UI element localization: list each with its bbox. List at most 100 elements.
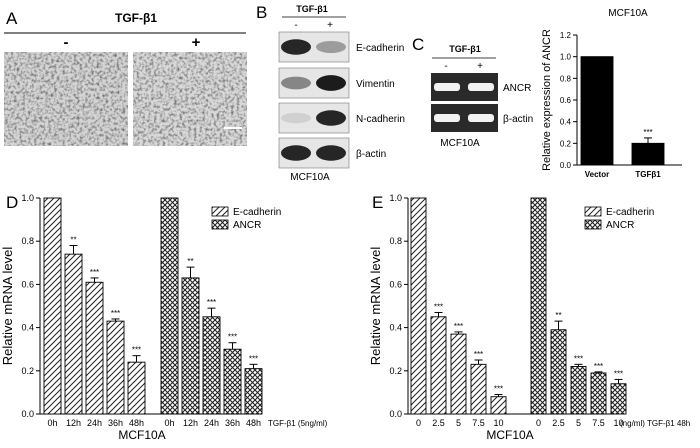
x-category-label: 0h — [164, 418, 174, 428]
x-category-label: 24h — [204, 418, 219, 428]
panel-b-caption: MCF10A — [290, 172, 330, 183]
legend-swatch — [211, 206, 229, 217]
treatment-note: (ng/ml) TGF-β1 48h — [620, 419, 690, 428]
significance-label: *** — [207, 298, 216, 307]
y-tick-label: 0.8 — [560, 74, 572, 83]
chart-time-course: D 0.0 0.2 0.4 0.6 0.8 1.0 Relative mRNA level 0h… — [0, 193, 328, 442]
bar — [43, 197, 62, 415]
y-tick-label: 1.0 — [560, 53, 572, 62]
significance-label: *** — [132, 346, 141, 355]
significance-label: *** — [249, 354, 258, 363]
blot-label: N-cadherin — [356, 114, 405, 125]
blot-band — [316, 145, 346, 161]
bar — [85, 281, 104, 415]
significance-label: ** — [555, 311, 561, 320]
bar — [450, 333, 467, 415]
panel-a-plus: + — [192, 34, 201, 51]
y-tick-label: 0.4 — [389, 323, 402, 333]
significance-label: *** — [494, 385, 503, 394]
panel-b-treatment: TGF-β1 — [296, 4, 328, 14]
panel-letter: E — [372, 193, 383, 212]
significance-label: *** — [454, 322, 463, 331]
bar — [631, 142, 665, 166]
y-tick-label: 0.2 — [560, 139, 572, 148]
bar — [127, 361, 146, 415]
y-tick-label: 0.0 — [389, 409, 402, 419]
significance-label: *** — [228, 333, 237, 342]
bar — [590, 372, 607, 415]
y-tick-label: 0.0 — [21, 409, 34, 419]
x-axis-label: MCF10A — [118, 428, 165, 442]
y-tick-label: 0.2 — [389, 366, 402, 376]
bar — [610, 383, 627, 415]
legend-label: ANCR — [233, 220, 261, 231]
panel-a-minus: - — [64, 34, 69, 51]
x-category-label: 48h — [246, 418, 261, 428]
x-category-label: Vector — [585, 170, 609, 179]
x-category-label: 36h — [108, 418, 123, 428]
significance-label: *** — [594, 362, 603, 371]
x-category-label: 36h — [225, 418, 240, 428]
panel-b-minus: - — [294, 20, 297, 31]
x-category-label: 7.5 — [592, 418, 605, 428]
treatment-note: TGF-β1 (5ng/ml) — [268, 419, 328, 428]
y-tick-label: 0.2 — [21, 366, 34, 376]
x-category-label: 12h — [183, 418, 198, 428]
y-axis-label: Relative expression of ANCR — [541, 29, 553, 171]
gel-band — [468, 83, 494, 91]
bar — [64, 253, 83, 415]
significance-label: *** — [574, 354, 583, 363]
panel-c-plus: + — [477, 61, 483, 72]
x-category-label: 5 — [456, 418, 461, 428]
legend-swatch — [211, 219, 229, 230]
bar — [410, 197, 427, 415]
y-tick-label: 0.8 — [21, 236, 34, 246]
blot-band — [316, 110, 346, 126]
y-tick-label: 0.0 — [560, 161, 572, 170]
y-tick-label: 0.6 — [21, 279, 34, 289]
panel-a-treatment: TGF-β1 — [115, 11, 157, 25]
y-tick-label: 1.2 — [560, 31, 572, 40]
significance-label: *** — [434, 302, 443, 311]
panel-c-minus: - — [444, 61, 447, 72]
panel-letter: D — [6, 193, 18, 212]
western-blot: E-cadherin Vimentin N-cadherin β-actin — [278, 31, 405, 169]
x-axis-label: MCF10A — [486, 428, 533, 442]
x-category-label: 2.5 — [552, 418, 565, 428]
blot-band — [316, 40, 346, 54]
panel-a-letter: A — [6, 9, 18, 28]
significance-label: *** — [643, 128, 652, 137]
rt-pcr-gel: ANCR β-actin — [431, 73, 533, 132]
y-tick-label: 0.8 — [389, 236, 402, 246]
bar — [106, 320, 125, 415]
bar — [181, 277, 200, 415]
x-category-label: 2.5 — [432, 418, 445, 428]
bar — [202, 316, 221, 415]
panel-c-treatment: TGF-β1 — [449, 44, 481, 54]
bar — [490, 396, 507, 415]
legend-label: E-cadherin — [233, 207, 281, 218]
bar — [223, 348, 242, 415]
x-category-label: 7.5 — [472, 418, 485, 428]
bar — [160, 197, 179, 415]
micrograph-tgf-treated — [133, 52, 247, 146]
chart-dose-response: E 0.0 0.2 0.4 0.6 0.8 1.0 Relative mRNA level 0 *… — [368, 193, 690, 442]
legend-label: E-cadherin — [606, 207, 654, 218]
x-category-label: 0h — [47, 418, 57, 428]
blot-band — [281, 39, 311, 55]
bar — [530, 197, 547, 415]
x-category-label: 0 — [416, 418, 421, 428]
blot-label: β-actin — [356, 149, 386, 160]
significance-label: *** — [614, 369, 623, 378]
blot-band — [281, 76, 311, 90]
y-axis-label: Relative mRNA level — [368, 247, 383, 366]
x-category-label: 12h — [66, 418, 81, 428]
panel-b-plus: + — [327, 20, 333, 31]
chart-title: MCF10A — [608, 8, 648, 19]
blot-label: E-cadherin — [356, 43, 404, 54]
panel-b-letter: B — [256, 3, 267, 22]
gel-band — [434, 83, 460, 91]
gel-band — [434, 114, 460, 122]
x-category-label: TGFβ1 — [635, 170, 661, 179]
